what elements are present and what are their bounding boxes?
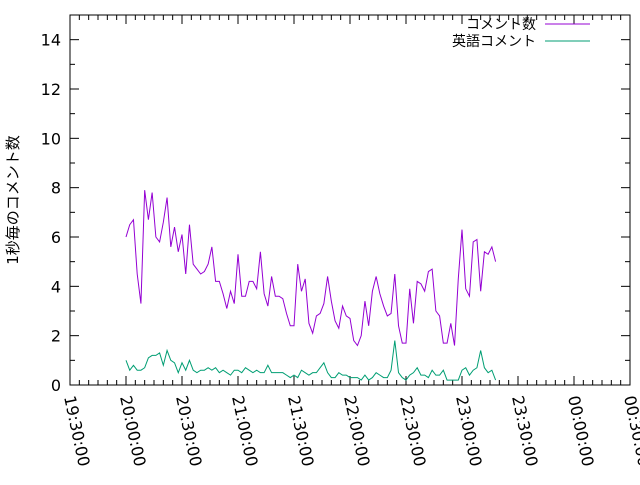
y-tick-label: 2 <box>51 327 61 346</box>
x-tick-label: 21:30:00 <box>284 394 318 468</box>
y-tick-label: 0 <box>51 376 61 395</box>
x-tick-label: 00:30:00 <box>620 394 640 468</box>
x-tick-labels: 19:30:00 20:00:00 20:30:00 21:00:00 21:30:00… <box>60 394 640 468</box>
axis-ticks <box>69 14 631 386</box>
series-lines <box>125 190 497 381</box>
x-tick-label: 23:30:00 <box>508 394 542 468</box>
x-tick-label: 19:30:00 <box>60 394 94 468</box>
x-tick-label: 00:00:00 <box>564 394 598 468</box>
y-tick-label: 14 <box>41 31 61 50</box>
x-tick-label: 23:00:00 <box>452 394 486 468</box>
y-tick-label: 6 <box>51 228 61 247</box>
y-tick-label: 12 <box>41 80 61 99</box>
series-line <box>125 190 497 347</box>
legend-label: 英語コメント <box>452 33 536 50</box>
y-tick-labels: 0 2 4 6 8 10 12 14 <box>41 31 61 395</box>
x-tick-label: 20:00:00 <box>116 394 150 468</box>
y-axis-title: 1秒毎のコメント数 <box>4 135 22 265</box>
series-line <box>125 340 497 381</box>
x-tick-label: 22:00:00 <box>340 394 374 468</box>
y-tick-label: 4 <box>51 277 61 296</box>
x-tick-label: 22:30:00 <box>396 394 430 468</box>
plot-frame <box>69 14 631 386</box>
x-tick-label: 21:00:00 <box>228 394 262 468</box>
x-tick-label: 20:30:00 <box>172 394 206 468</box>
y-tick-label: 10 <box>41 129 61 148</box>
y-tick-label: 8 <box>51 179 61 198</box>
legend-label: コメント数 <box>466 17 536 33</box>
